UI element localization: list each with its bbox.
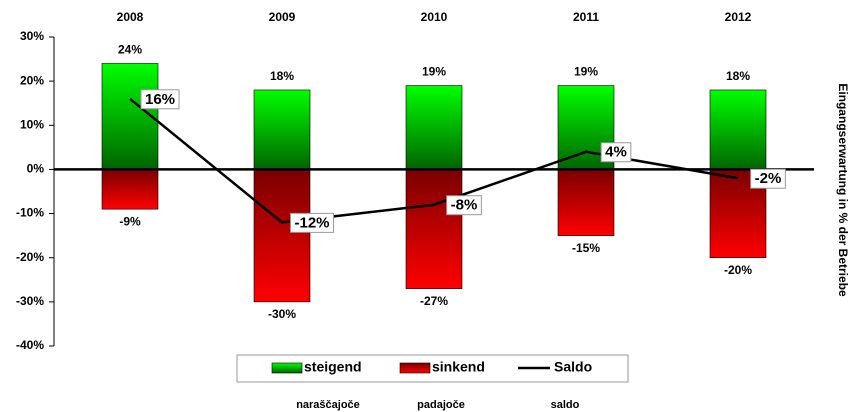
data-label: -27% bbox=[420, 294, 448, 308]
y-tick-label: 0% bbox=[27, 162, 45, 176]
bar bbox=[101, 63, 159, 170]
y-tick-label: -20% bbox=[16, 250, 44, 264]
data-label-box bbox=[446, 195, 482, 216]
data-label: 4% bbox=[605, 144, 627, 161]
data-label-box bbox=[600, 142, 632, 163]
data-label-box bbox=[289, 212, 335, 233]
data-label-box bbox=[750, 168, 786, 189]
legend-label: Saldo bbox=[554, 359, 592, 375]
x-tick-label: 2011 bbox=[573, 10, 599, 24]
data-label: -8% bbox=[451, 197, 478, 214]
legend-swatch bbox=[271, 362, 303, 374]
y-tick-label: -30% bbox=[16, 294, 44, 308]
x-tick-label: 2009 bbox=[269, 10, 296, 24]
y-tick-label: 30% bbox=[20, 29, 44, 43]
bar bbox=[253, 169, 311, 303]
data-label: 16% bbox=[145, 91, 175, 108]
data-label: 19% bbox=[574, 65, 598, 79]
data-label-box bbox=[140, 89, 180, 110]
annotation: saldo bbox=[551, 399, 580, 411]
data-label: -30% bbox=[268, 307, 296, 321]
y2-axis-label: Eingangserwartung in % der Betriebe bbox=[836, 83, 850, 297]
x-tick-label: 2012 bbox=[725, 10, 752, 24]
y-tick-label: 10% bbox=[20, 117, 44, 131]
y-tick-label: 20% bbox=[20, 73, 44, 87]
bar bbox=[253, 89, 311, 170]
data-label: 24% bbox=[118, 43, 142, 57]
legend-swatch bbox=[399, 362, 431, 374]
bar bbox=[405, 169, 463, 289]
line bbox=[129, 97, 739, 224]
data-label: -15% bbox=[572, 241, 600, 255]
bar bbox=[101, 169, 159, 210]
legend-label: steigend bbox=[304, 359, 362, 375]
y-tick-label: -40% bbox=[16, 338, 44, 352]
data-label: 19% bbox=[422, 65, 446, 79]
bar bbox=[709, 89, 767, 170]
y-tick-label: -10% bbox=[16, 206, 44, 220]
data-label: -2% bbox=[755, 170, 782, 187]
annotation: naraščajoče bbox=[296, 399, 360, 411]
data-label: 18% bbox=[726, 69, 750, 83]
legend-label: sinkend bbox=[432, 359, 485, 375]
x-tick-label: 2008 bbox=[117, 10, 144, 24]
data-label: -9% bbox=[119, 214, 141, 228]
annotation: padajoče bbox=[417, 399, 465, 411]
data-label: -20% bbox=[724, 263, 752, 277]
data-label: -12% bbox=[294, 214, 329, 231]
legend-box bbox=[236, 354, 629, 383]
data-label: 18% bbox=[270, 69, 294, 83]
bar bbox=[557, 169, 615, 236]
x-tick-label: 2010 bbox=[421, 10, 448, 24]
bar bbox=[405, 85, 463, 170]
